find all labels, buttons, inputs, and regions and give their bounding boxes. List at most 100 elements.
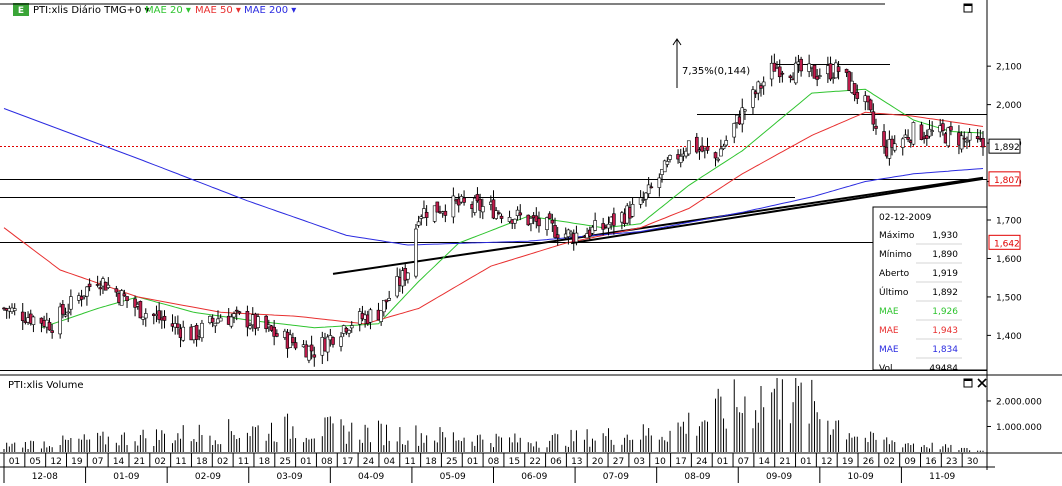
symbol-selector[interactable]: PTI:xlis Diário TMG+0 ▾: [33, 4, 150, 16]
last-price-label: 1,892: [994, 143, 1020, 153]
tooltip-row-value: 1,926: [932, 307, 958, 317]
candle: [743, 108, 747, 120]
candle: [740, 98, 745, 133]
candle: [31, 315, 36, 333]
level-price-label: 1,807: [994, 176, 1020, 186]
measure-annotation[interactable]: 7,35%(0,144): [672, 38, 750, 88]
candle: [379, 310, 383, 326]
tooltip-row-label: Último: [879, 286, 909, 298]
candle: [780, 70, 785, 83]
candle: [716, 157, 720, 163]
level-price-box: [988, 234, 1021, 250]
ma200-selector[interactable]: MAE 200 ▾: [244, 5, 296, 16]
tooltip-date: 02-12-2009: [879, 213, 932, 223]
day-label: 10: [654, 457, 666, 467]
candle: [665, 156, 670, 168]
price-tick-label: 1,700: [996, 217, 1022, 227]
month-label: 06-09: [521, 472, 547, 482]
candle: [472, 195, 477, 216]
candle: [507, 210, 512, 224]
candle: [641, 191, 646, 204]
level-price-label: 1,642: [994, 239, 1020, 249]
day-label: 13: [571, 457, 582, 467]
day-label: 25: [279, 457, 290, 467]
month-label: 01-09: [113, 472, 139, 482]
candle: [959, 131, 964, 153]
candle: [424, 205, 429, 226]
ma20-selector[interactable]: MAE 20 ▾: [145, 5, 191, 16]
candle: [630, 197, 635, 218]
day-label: 14: [759, 457, 771, 467]
candle: [644, 192, 648, 207]
day-label: 01: [800, 457, 811, 467]
candle: [545, 216, 549, 236]
volume-maximize-button[interactable]: [963, 378, 973, 388]
day-label: 02: [154, 457, 165, 467]
candle: [844, 68, 849, 78]
tooltip-row-value: 1,930: [932, 231, 958, 241]
volume-panel-header: PTI:xlis Volume: [8, 380, 84, 391]
candle: [309, 335, 314, 360]
candle: [234, 306, 239, 321]
candle: [975, 128, 980, 143]
maximize-button[interactable]: [963, 3, 973, 13]
trendline[interactable]: [570, 177, 984, 245]
candle: [181, 320, 186, 342]
candle: [646, 176, 651, 198]
candle: [69, 289, 73, 316]
tooltip-box: [872, 206, 988, 371]
candle: [513, 218, 517, 230]
price-tick-label: 1,600: [996, 255, 1022, 265]
app-logo-text: E: [18, 6, 24, 16]
day-label: 08: [488, 457, 500, 467]
day-label: 07: [92, 457, 103, 467]
day-label: 30: [967, 457, 979, 467]
candle: [925, 129, 929, 147]
day-label: 18: [196, 457, 208, 467]
ma50-selector[interactable]: MAE 50 ▾: [195, 5, 241, 16]
candle: [200, 319, 204, 342]
candle: [499, 213, 504, 224]
candle: [138, 300, 143, 319]
candle: [547, 211, 552, 220]
candle: [553, 217, 557, 239]
candle: [87, 278, 92, 292]
candle: [12, 303, 17, 316]
candle: [291, 332, 295, 346]
candle: [210, 314, 215, 328]
candle: [494, 207, 498, 220]
candle: [406, 272, 410, 284]
candle: [387, 290, 391, 302]
day-label: 08: [321, 457, 333, 467]
candle: [339, 332, 343, 352]
candle: [678, 148, 683, 168]
candle: [887, 130, 892, 166]
day-label: 15: [509, 457, 520, 467]
candle: [50, 324, 54, 339]
candle: [941, 119, 945, 136]
day-label: 26: [863, 457, 875, 467]
tooltip-row-value: 1,890: [932, 250, 958, 260]
tooltip-row-label: MAE: [879, 326, 899, 336]
candle: [275, 329, 279, 338]
trendlines[interactable]: [332, 176, 984, 275]
tooltip-row-label: Mínimo: [879, 250, 912, 260]
candle: [890, 135, 894, 156]
volume-close-icon[interactable]: [977, 378, 987, 388]
candle: [229, 313, 234, 329]
candle: [143, 308, 148, 327]
candle: [874, 118, 878, 135]
candle: [435, 201, 440, 213]
candle: [550, 213, 555, 232]
price-axis: 2,1002,0001,9001,8001,7001,6001,5001,400…: [987, 63, 1022, 342]
day-label: 09: [904, 457, 916, 467]
day-label: 24: [363, 457, 375, 467]
candle: [868, 98, 873, 113]
trendline[interactable]: [332, 176, 984, 275]
candle: [518, 204, 523, 221]
candle: [555, 226, 560, 246]
price-tick-label: 2,100: [996, 63, 1022, 73]
candle: [368, 307, 373, 330]
candle: [793, 56, 798, 85]
